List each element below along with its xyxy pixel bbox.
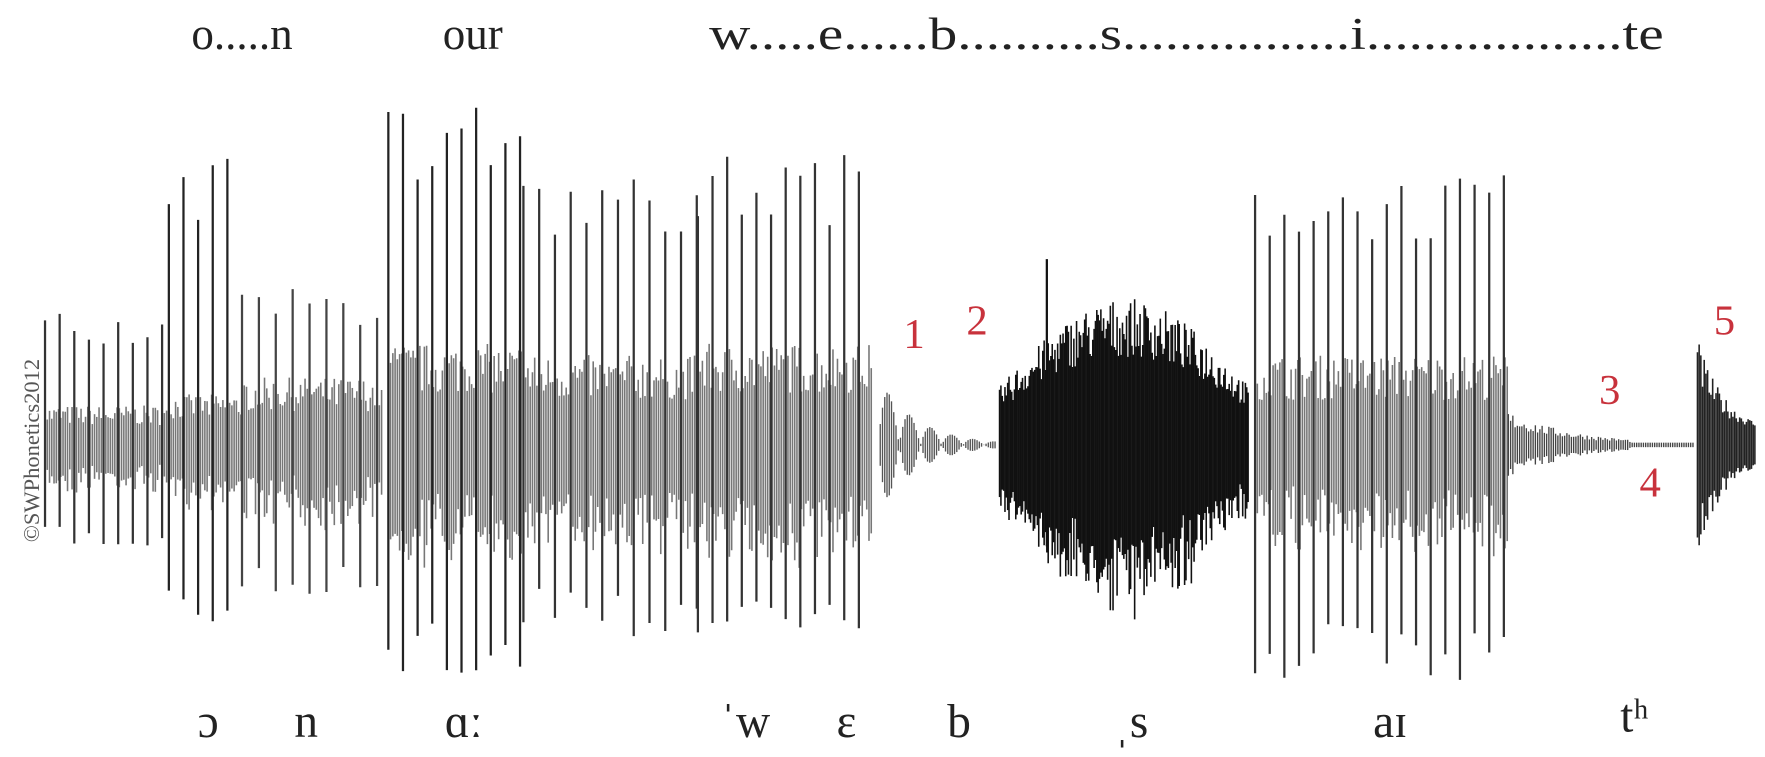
event-marker: 2: [966, 297, 987, 344]
copyright: ©SWPhonetics2012: [19, 359, 44, 542]
waveform: [43, 107, 1756, 680]
ipa-label: ˌs: [1114, 696, 1148, 748]
ipa-label: n: [294, 696, 318, 748]
ipa-label: b: [947, 696, 971, 748]
event-marker: 1: [903, 311, 924, 358]
word-label: o.....n: [191, 9, 292, 59]
word-label: our: [443, 9, 503, 59]
event-marker: 3: [1599, 367, 1620, 414]
word-label: w.....e......b..........s...............…: [709, 9, 1664, 59]
ipa-label: aɪ: [1373, 696, 1407, 748]
ipa-label: ɛ: [837, 696, 857, 748]
ipa-label: ɔ: [198, 696, 219, 748]
event-marker: 5: [1714, 297, 1735, 344]
ipa-label: ˈw: [720, 696, 770, 748]
ipa-label: ɑː: [445, 696, 483, 748]
ipa-label: tʰ: [1620, 691, 1648, 743]
event-marker: 4: [1639, 459, 1660, 506]
